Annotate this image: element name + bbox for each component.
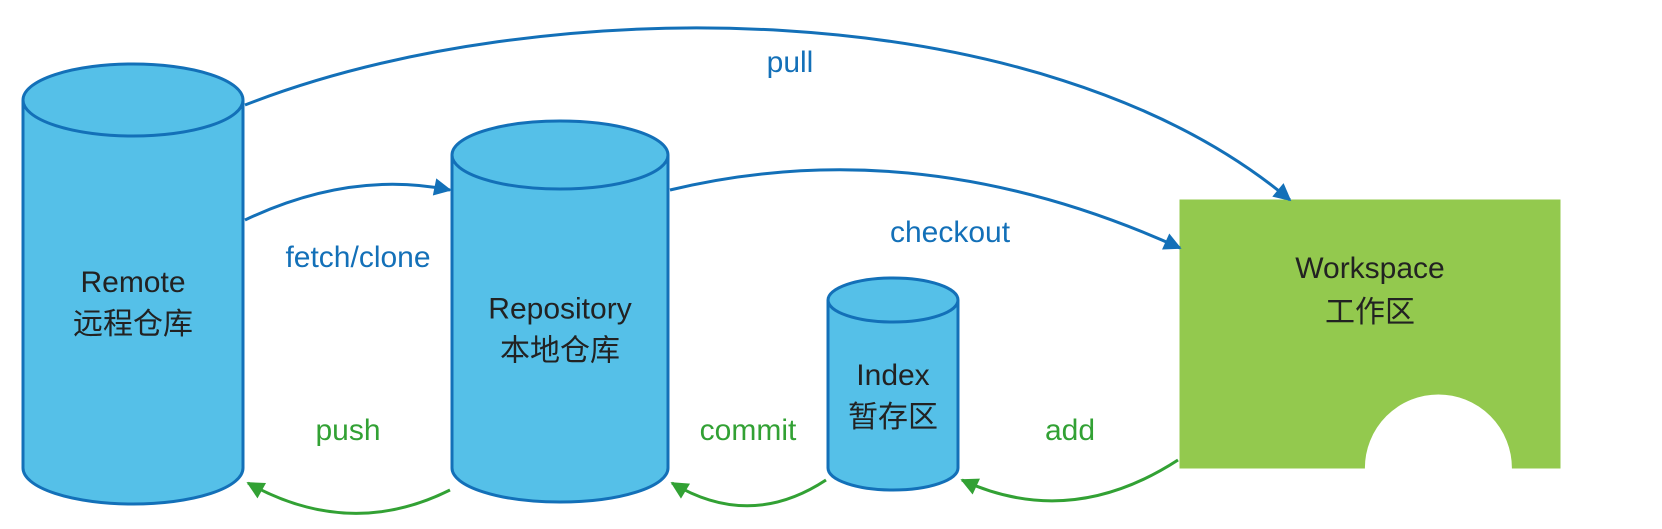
add-edge <box>962 460 1178 501</box>
commit-edge <box>672 480 826 506</box>
add-label: add <box>1045 414 1095 447</box>
remote-title-local: 远程仓库 <box>73 308 193 341</box>
workspace-title-local: 工作区 <box>1325 296 1415 329</box>
fetch-label: fetch/clone <box>285 241 430 274</box>
pull-label: pull <box>767 46 814 79</box>
fetch-edge <box>245 184 450 220</box>
push-label: push <box>315 414 380 447</box>
index-node: Index 暂存区 <box>828 278 958 490</box>
remote-title-en: Remote <box>80 266 185 299</box>
checkout-label: checkout <box>890 216 1011 249</box>
push-edge <box>248 483 450 513</box>
remote-node: Remote 远程仓库 <box>23 64 243 504</box>
repository-title-en: Repository <box>488 293 631 326</box>
workspace-node: Workspace 工作区 <box>1180 200 1560 468</box>
workspace-title-en: Workspace <box>1295 252 1445 285</box>
index-title-en: Index <box>856 359 929 392</box>
commit-label: commit <box>700 414 797 447</box>
index-title-local: 暂存区 <box>848 401 938 434</box>
repository-node: Repository 本地仓库 <box>452 121 668 502</box>
repository-title-local: 本地仓库 <box>500 335 620 368</box>
git-flow-diagram: Remote 远程仓库 Repository 本地仓库 Index 暂存区 Workspac… <box>0 0 1662 529</box>
